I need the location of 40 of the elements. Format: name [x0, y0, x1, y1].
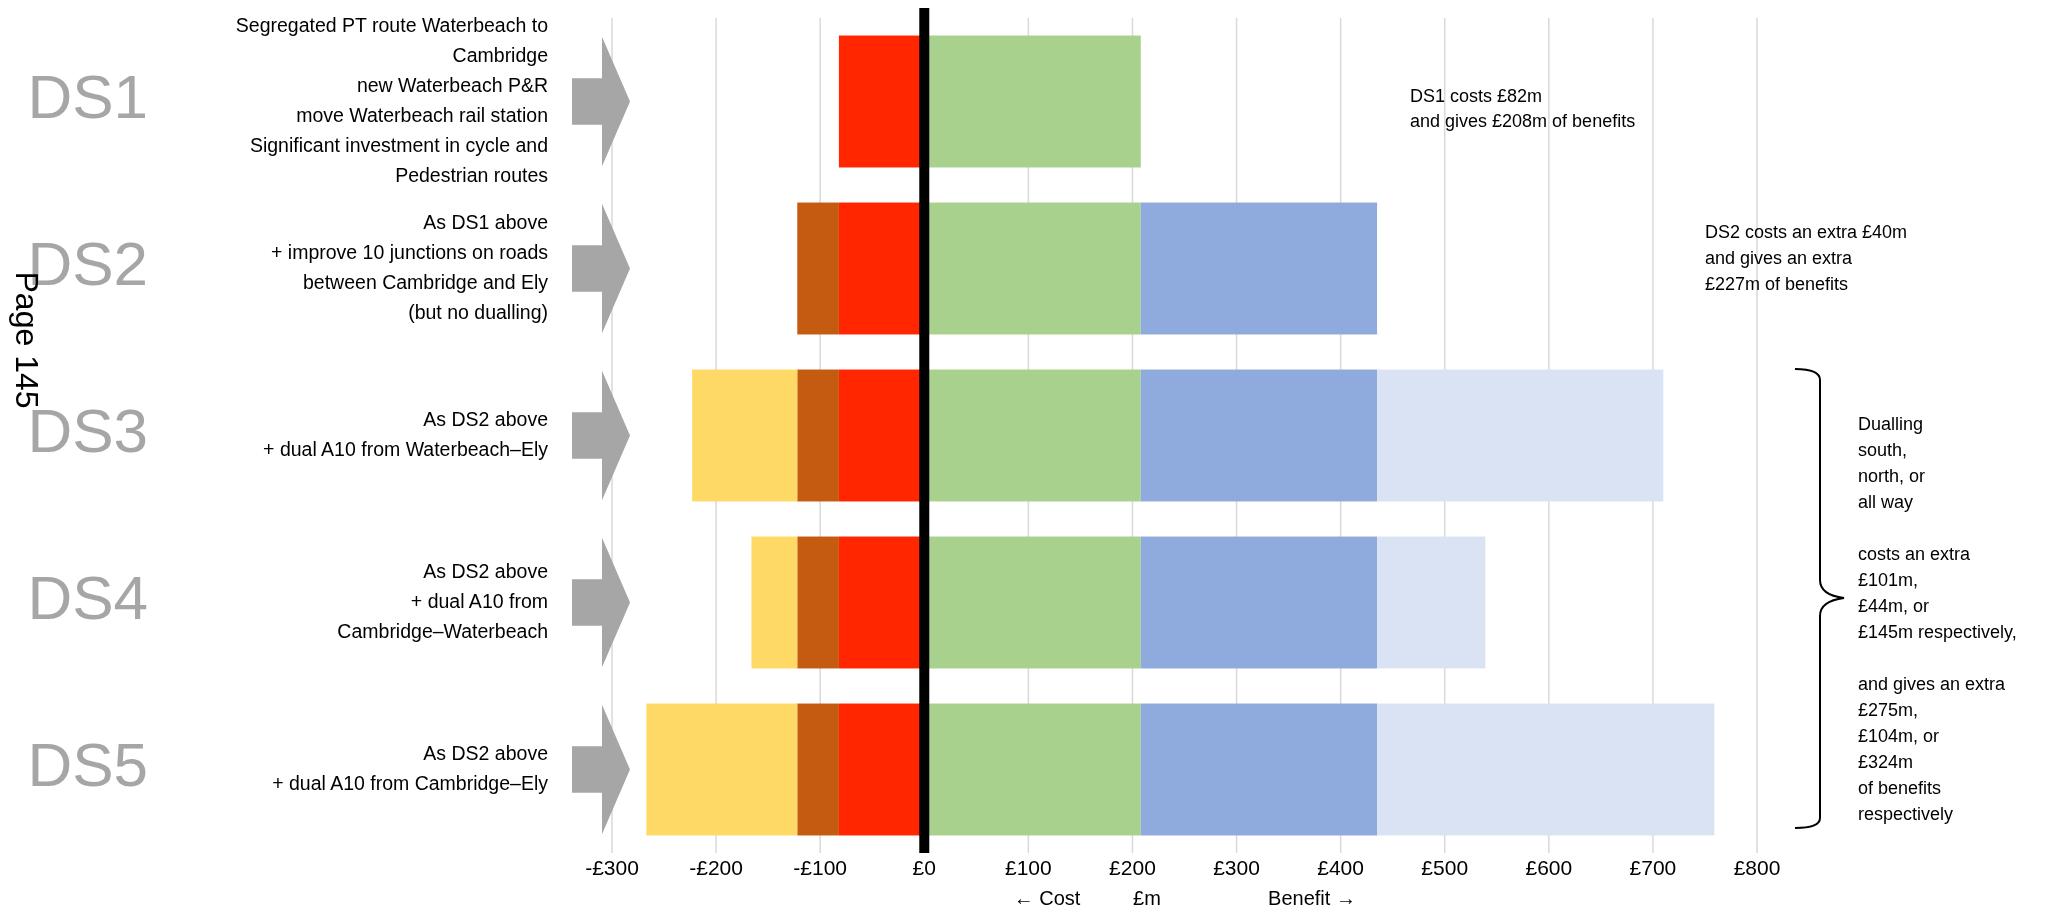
bar — [1377, 536, 1486, 669]
text: DS5 — [27, 729, 148, 799]
x-tick-label: £600 — [1525, 856, 1573, 879]
x-tick-label: £200 — [1109, 856, 1156, 879]
bar — [751, 536, 798, 669]
annotation: DS2 costs an extra £40m and gives an extra £227m of benefits — [1705, 221, 1908, 294]
x-tick-label: -£200 — [689, 856, 743, 879]
bar — [646, 703, 798, 836]
y-tick-label: As DS2 above + dual A10 from Cambridge–Ely — [272, 741, 549, 794]
x-tick-label: £700 — [1629, 856, 1677, 879]
x-tick-label: £500 — [1421, 856, 1469, 879]
x-tick-label: £100 — [1005, 856, 1052, 879]
annotation: DS1 costs £82m and gives £208m of benefits — [1410, 85, 1636, 131]
y-tick-label: As DS2 above + dual A10 from Cambridge–Waterbeach — [337, 559, 548, 642]
bar — [797, 369, 839, 502]
y-tick-label: As DS2 above + dual A10 from Waterbeach–Ely — [263, 407, 549, 460]
x-tick-label: -£100 — [793, 856, 848, 879]
text: DS4 — [27, 562, 148, 632]
text: Benefit → — [1268, 887, 1356, 909]
bar — [1140, 369, 1378, 502]
bar — [1140, 703, 1378, 836]
bar — [1140, 536, 1378, 669]
bar — [1377, 369, 1664, 502]
bar — [797, 202, 839, 335]
x-tick-label: -£300 — [585, 856, 639, 879]
x-tick-label: £800 — [1733, 856, 1781, 879]
text: Dualling south, north, or all way costs an extra £101m, £44m, or £145m respectively, and gives an extra £275m, £104m, or £324m of benefits respectively — [1858, 413, 2017, 824]
x-tick-label: £300 — [1213, 856, 1260, 879]
x-tick-label: £0 — [912, 856, 936, 879]
text: ← Cost — [1013, 887, 1081, 909]
y-tick-label: As DS1 above + improve 10 junctions on roads between Cambridge and Ely (but no dualling) — [271, 210, 549, 323]
bar — [1140, 202, 1378, 335]
bar — [692, 369, 798, 502]
text: DS1 — [27, 61, 148, 131]
y-tick-label: Segregated PT route Waterbeach to Cambridge new Waterbeach P&R move Waterbeach rail station Significant investment in cycle and Pedestrian routes — [235, 13, 549, 186]
x-axis-title: £m — [1133, 887, 1161, 909]
bar — [797, 703, 839, 836]
bar — [797, 536, 839, 669]
bar — [1377, 703, 1715, 836]
x-tick-label: £400 — [1317, 856, 1364, 879]
